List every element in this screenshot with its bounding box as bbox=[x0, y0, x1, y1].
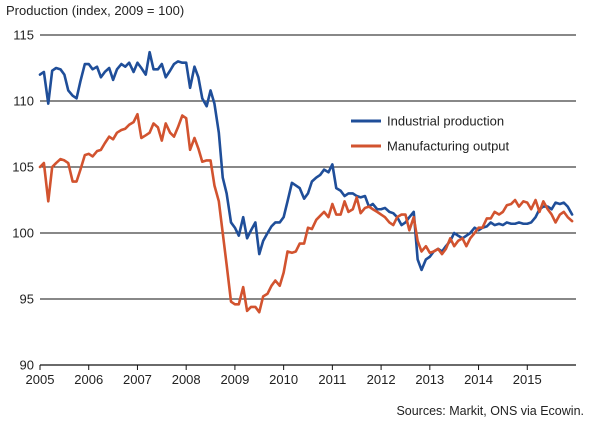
legend-label-1: Manufacturing output bbox=[387, 139, 510, 154]
series-line-1 bbox=[38, 112, 574, 314]
x-tick-labels: 2005 2006 2007 2008 2009 2010 2011 2012 2013 2014… bbox=[26, 365, 542, 387]
x-tick-label: 2009 bbox=[220, 372, 249, 387]
y-tick-label: 90 bbox=[20, 358, 34, 373]
y-tick-label: 100 bbox=[12, 226, 34, 241]
x-tick-label: 2005 bbox=[26, 372, 55, 387]
legend-label-0: Industrial production bbox=[387, 114, 504, 129]
x-tick-label: 2010 bbox=[269, 372, 298, 387]
x-tick-label: 2011 bbox=[318, 372, 346, 387]
source-note: Sources: Markit, ONS via Ecowin. bbox=[396, 404, 584, 418]
y-tick-labels: 90 95 100 105 110 115 bbox=[12, 28, 34, 373]
x-tick-label: 2013 bbox=[415, 372, 444, 387]
x-tick-label: 2014 bbox=[464, 372, 493, 387]
y-axis-title: Production (index, 2009 = 100) bbox=[6, 3, 184, 18]
series-lines bbox=[38, 50, 574, 314]
y-tick-label: 105 bbox=[12, 160, 34, 175]
x-tick-label: 2012 bbox=[367, 372, 396, 387]
y-tick-label: 115 bbox=[13, 28, 34, 43]
y-tick-label: 95 bbox=[20, 292, 34, 307]
x-tick-label: 2008 bbox=[172, 372, 201, 387]
x-tick-label: 2007 bbox=[123, 372, 152, 387]
y-tick-label: 110 bbox=[13, 94, 34, 109]
gridlines bbox=[40, 34, 576, 366]
x-tick-label: 2015 bbox=[513, 372, 542, 387]
x-tick-label: 2006 bbox=[74, 372, 103, 387]
legend: Industrial production Manufacturing outpu… bbox=[351, 114, 510, 154]
